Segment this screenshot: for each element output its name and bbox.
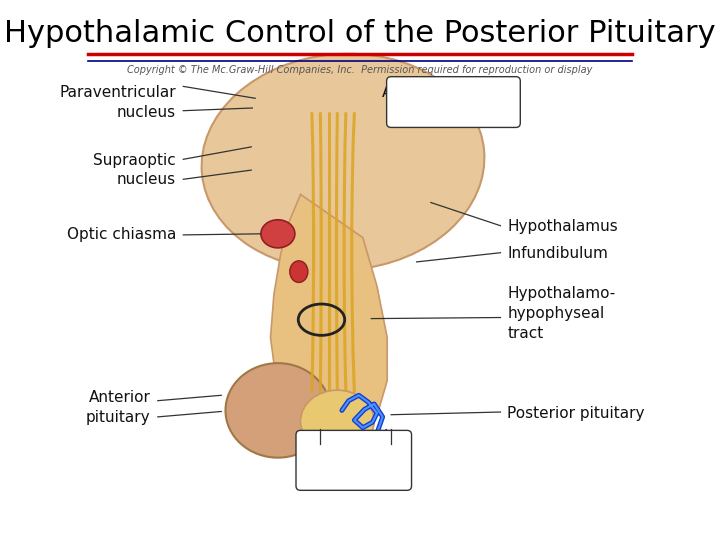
Ellipse shape [300, 390, 374, 453]
FancyBboxPatch shape [387, 77, 521, 127]
Ellipse shape [289, 261, 308, 282]
Ellipse shape [202, 54, 485, 270]
Text: Hypothalamus: Hypothalamus [508, 219, 618, 234]
Ellipse shape [225, 363, 330, 458]
Text: ADH and oxytocin
produced here: ADH and oxytocin produced here [382, 85, 519, 120]
Text: ADH and
oxytocin
released: ADH and oxytocin released [320, 429, 388, 484]
Text: Supraoptic
nucleus: Supraoptic nucleus [93, 153, 176, 187]
Text: Copyright © The Mc.Graw-Hill Companies, Inc.  Permission required for reproducti: Copyright © The Mc.Graw-Hill Companies, … [127, 65, 593, 75]
Polygon shape [271, 194, 387, 427]
Text: Hypothalamic Control of the Posterior Pituitary: Hypothalamic Control of the Posterior Pi… [4, 19, 716, 48]
Text: Hypothalamo-
hypophyseal
tract: Hypothalamo- hypophyseal tract [508, 286, 616, 341]
Text: Infundibulum: Infundibulum [508, 246, 608, 261]
FancyBboxPatch shape [296, 430, 412, 490]
Text: Paraventricular
nucleus: Paraventricular nucleus [59, 85, 176, 120]
Text: Optic chiasma: Optic chiasma [66, 227, 176, 242]
Ellipse shape [261, 220, 295, 248]
Text: Posterior pituitary: Posterior pituitary [508, 406, 644, 421]
Text: Anterior
pituitary: Anterior pituitary [86, 390, 150, 425]
